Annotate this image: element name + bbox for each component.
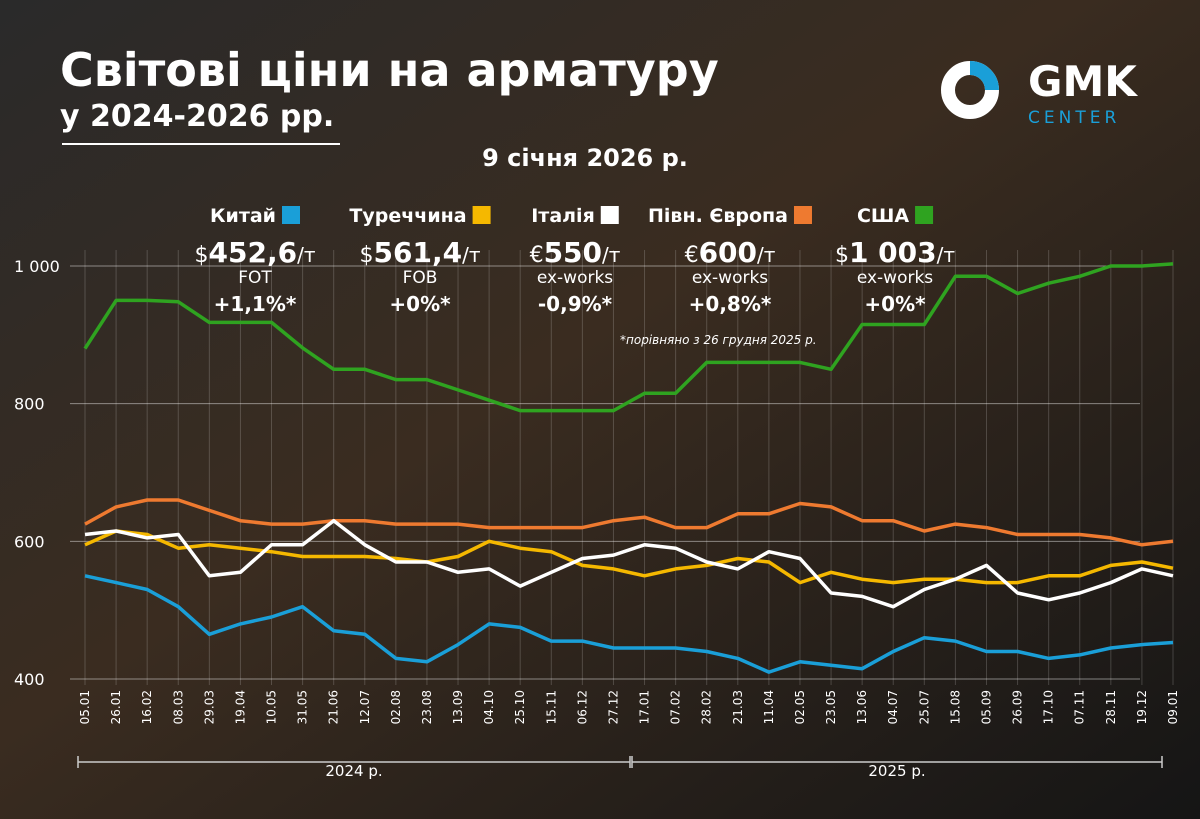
logo-name: GMK [1028,57,1138,106]
x-tick-label: 25.10 [513,690,527,724]
change: +0%* [864,292,926,316]
legend-swatch [472,206,491,224]
price-unit: /т [937,243,956,267]
change: +1,1%* [214,292,297,316]
price: $1 003/т [835,236,955,269]
x-tick-label: 17.01 [638,690,652,724]
price-value: 600 [699,236,757,269]
x-tick-label: 07.02 [669,690,683,724]
x-tick-label: 04.07 [886,690,900,724]
legend-swatch [793,206,812,224]
footnote: *порівняно з 26 грудня 2025 р. [620,333,817,347]
price-unit: /т [462,243,481,267]
y-tick-label: 400 [14,670,45,689]
x-tick-label: 08.03 [171,690,185,724]
x-tick-label: 27.12 [606,690,620,724]
price-currency: € [530,243,544,268]
x-tick-label: 05.09 [979,690,993,724]
x-tick-label: 25.07 [917,690,931,724]
x-tick-label: 16.02 [140,690,154,724]
price: $561,4/т [360,236,481,269]
chart-subtitle: у 2024-2026 рр. [60,99,334,134]
price-unit: /т [297,243,316,267]
y-tick-label: 1 000 [14,257,60,276]
x-tick-label: 12.07 [358,690,372,724]
x-tick-label: 21.03 [731,690,745,724]
x-tick-label: 13.09 [451,690,465,724]
series-line [84,498,1174,547]
x-tick-label: 31.05 [296,690,310,724]
logo-sub: CENTER [1028,108,1120,128]
price-currency: € [685,243,699,268]
price-unit: /т [757,243,776,267]
x-tick-label: 02.08 [389,690,403,724]
legend-label: США [857,205,909,227]
x-tick-label: 15.08 [948,690,962,724]
legend-swatch [282,206,300,224]
price: €550/т [530,236,621,269]
price-currency: $ [835,243,849,268]
x-tick-label: 04.10 [482,690,496,724]
x-tick-label: 21.06 [327,690,341,724]
logo-arc [969,61,999,91]
x-tick-label: 13.06 [855,690,869,724]
y-tick-label: 800 [14,395,45,414]
price: €600/т [685,236,776,269]
x-tick-label: 23.08 [420,690,434,724]
basis: ex-works [692,268,768,288]
series-line [83,262,1174,413]
price-value: 550 [544,236,602,269]
price-currency: $ [360,243,374,268]
x-tick-label: 26.01 [109,690,123,724]
x-tick-label: 11.04 [762,690,776,724]
change: -0,9%* [538,292,613,316]
year-label: 2025 р. [868,762,925,780]
x-tick-label: 19.12 [1135,690,1149,724]
series-line [84,574,1174,674]
x-tick-label: 28.11 [1104,690,1118,724]
basis: ex-works [537,268,613,288]
series-line [84,518,1174,609]
legend-swatch [600,206,619,224]
x-tick-label: 17.10 [1042,690,1056,724]
price-value: 452,6 [209,236,298,269]
x-tick-label: 05.01 [78,690,92,724]
x-tick-label: 29.03 [202,690,216,724]
chart-title: Світові ціни на арматуру [60,43,719,97]
basis: ex-works [857,268,933,288]
x-tick-label: 09.01 [1166,690,1180,724]
y-tick-label: 600 [14,532,45,551]
basis: FOT [238,268,272,288]
change: +0,8%* [689,292,772,316]
x-tick-label: 10.05 [265,690,279,724]
x-tick-label: 02.05 [793,690,807,724]
legend-label: Туреччина [349,205,466,227]
x-tick-label: 07.11 [1073,690,1087,724]
x-tick-label: 28.02 [700,690,714,724]
price-value: 561,4 [374,236,463,269]
x-tick-label: 19.04 [233,690,247,724]
price-unit: /т [602,243,621,267]
basis: FOB [403,268,438,288]
price: $452,6/т [195,236,316,269]
x-tick-label: 26.09 [1011,690,1025,724]
legend-label: Китай [210,205,276,227]
legend-swatch [915,206,934,224]
x-tick-label: 23.05 [824,690,838,724]
price-currency: $ [195,243,209,268]
x-tick-label: 15.11 [544,690,558,724]
change: +0%* [389,292,451,316]
legend-label: Італія [531,205,595,227]
year-label: 2024 р. [325,762,382,780]
legend-label: Півн. Європа [648,205,788,227]
x-tick-label: 06.12 [575,690,589,724]
price-value: 1 003 [849,236,937,269]
date: 9 січня 2026 р. [482,144,688,172]
